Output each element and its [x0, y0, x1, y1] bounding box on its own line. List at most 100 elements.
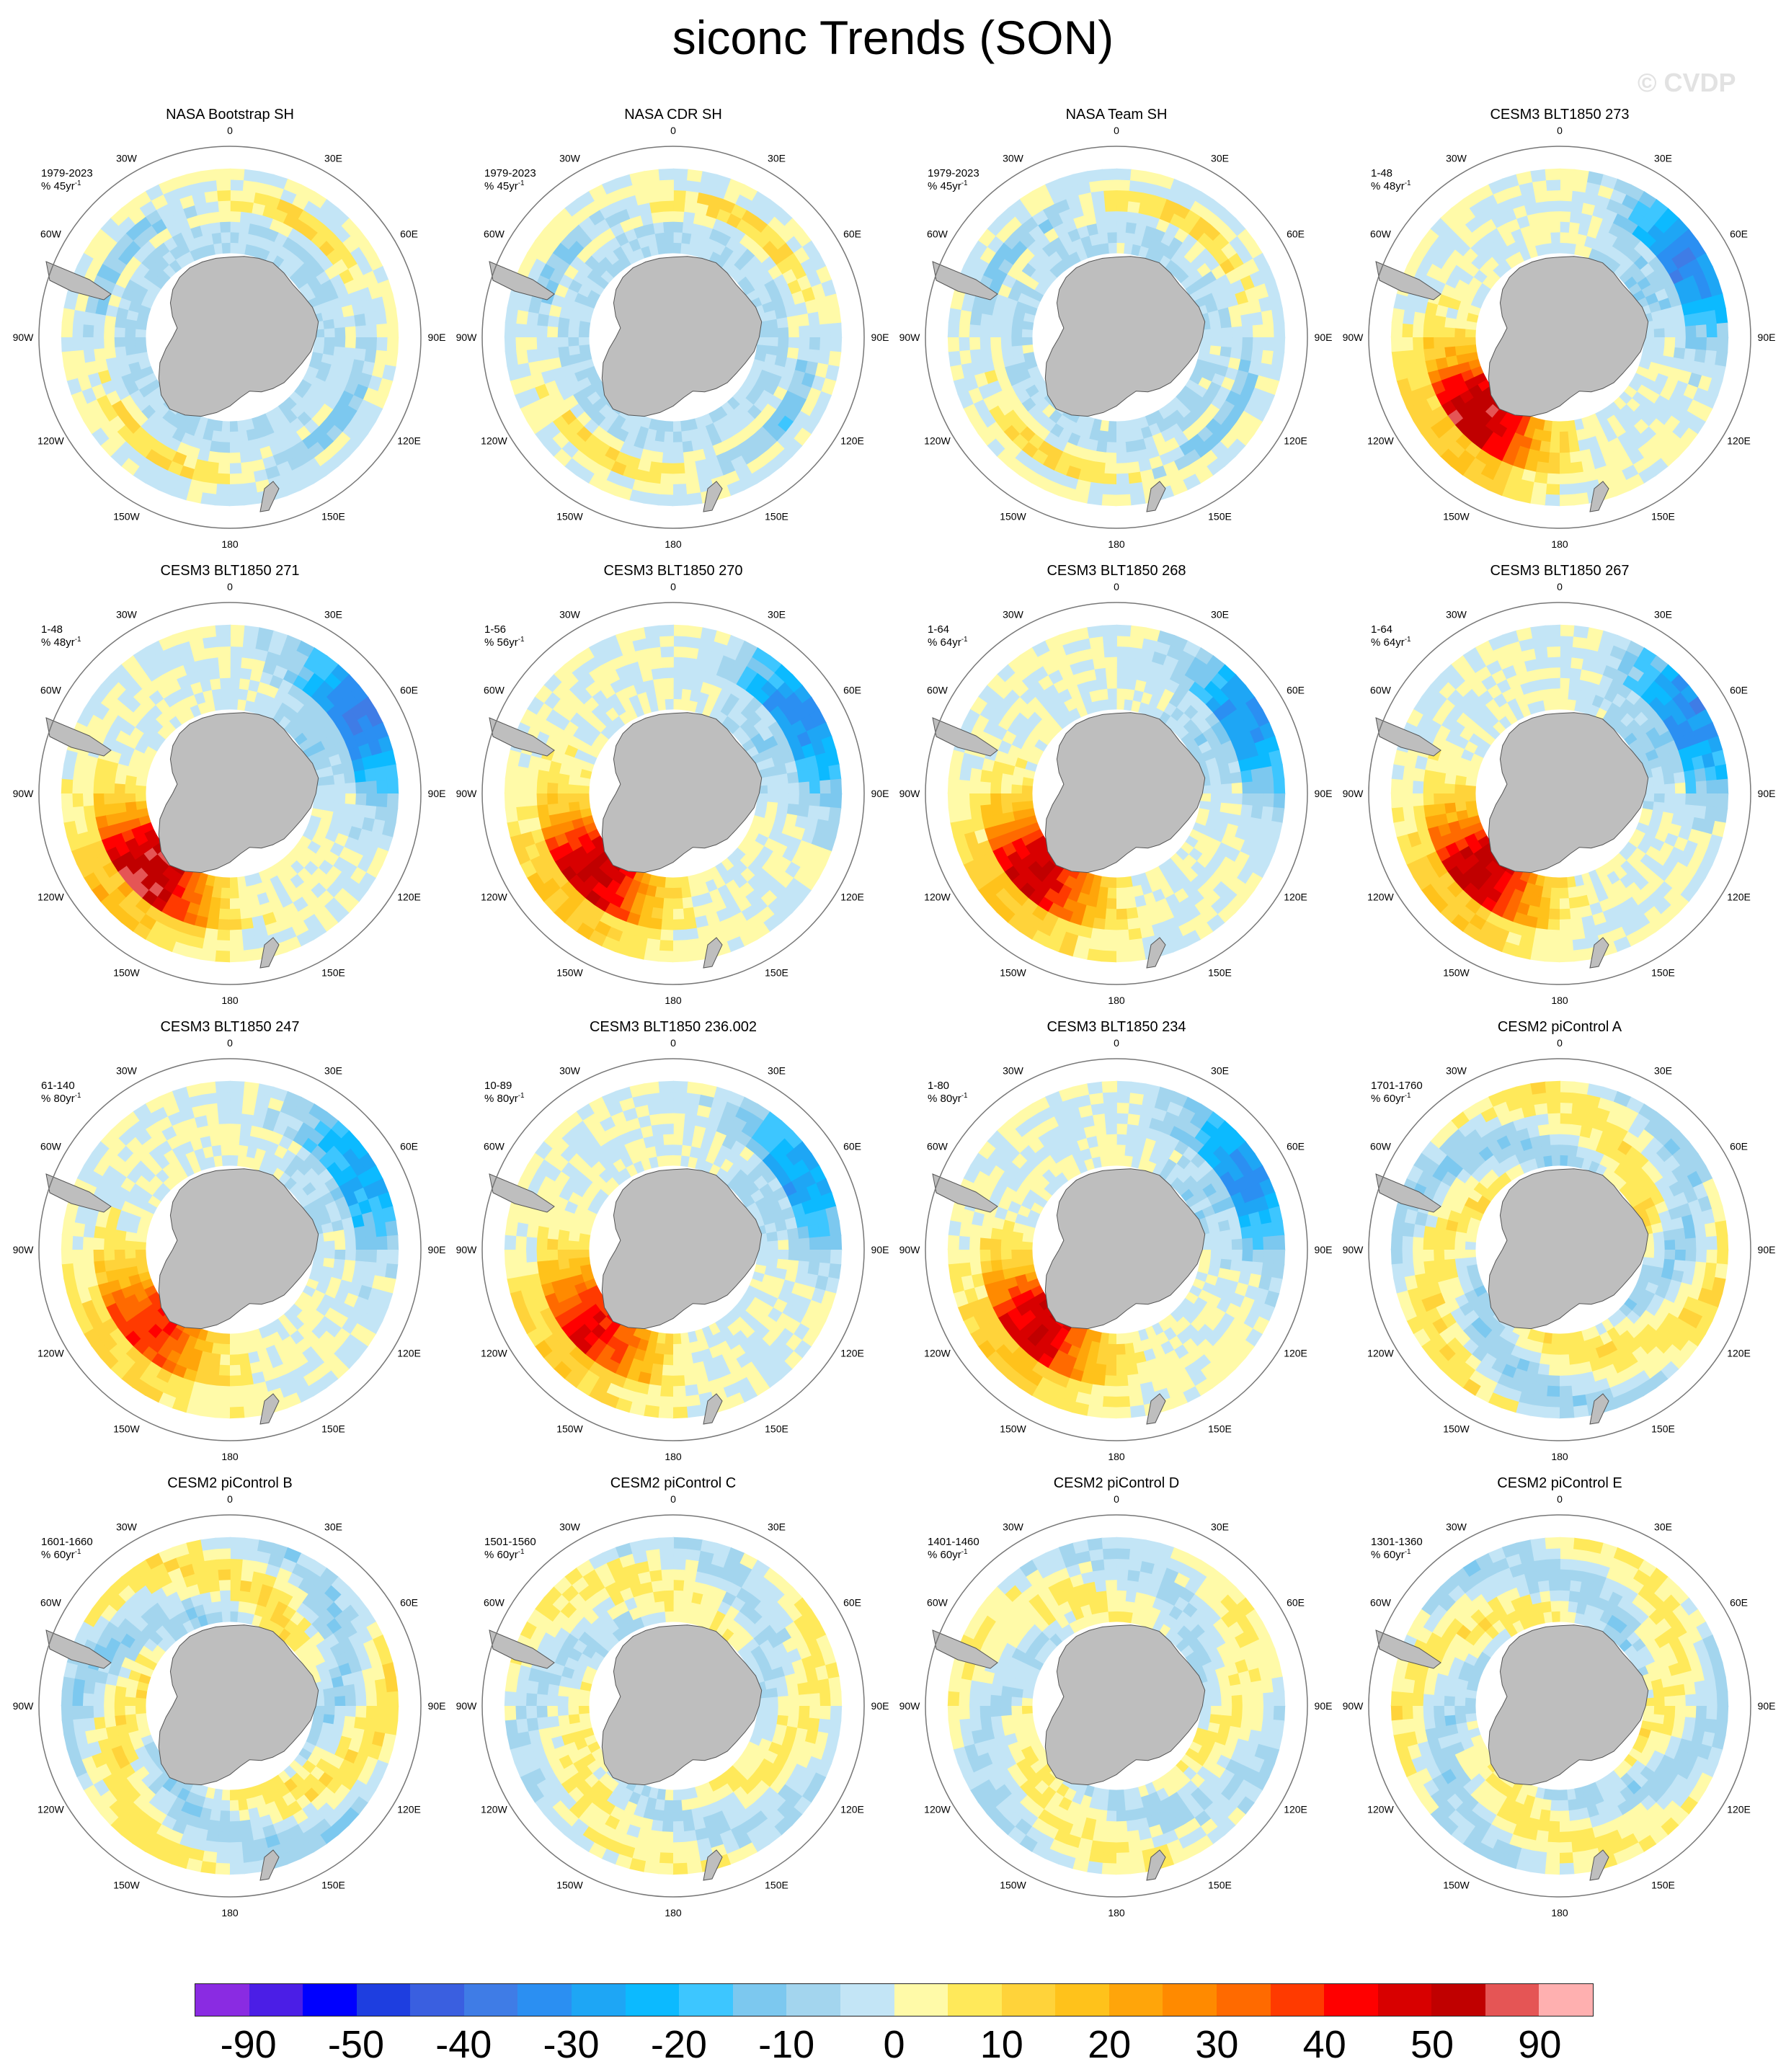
- longitude-label: 120E: [1284, 1804, 1307, 1815]
- south-america-tip: [45, 717, 112, 757]
- panel-title: CESM3 BLT1850 247: [160, 1019, 299, 1035]
- units-label: % 60yr-1: [41, 1548, 81, 1561]
- longitude-label: 30E: [324, 1064, 342, 1076]
- longitude-label: 90W: [1343, 1244, 1364, 1255]
- units-label: % 80yr-1: [41, 1092, 81, 1105]
- period-label: 1979-2023: [928, 167, 979, 179]
- colorbar-box: [1001, 1984, 1056, 2016]
- south-america-tip: [45, 1629, 112, 1669]
- longitude-label: 180: [665, 538, 682, 550]
- antarctica-landmass: [601, 1624, 763, 1786]
- longitude-label: 120W: [924, 1348, 951, 1359]
- colorbar-box: [1270, 1984, 1325, 2016]
- longitude-label: 120E: [1727, 435, 1751, 447]
- longitude-label: 30W: [559, 1064, 581, 1076]
- panel-title: NASA CDR SH: [624, 107, 722, 123]
- longitude-label: 120W: [1367, 892, 1394, 903]
- period-label: 1601-1660: [41, 1536, 93, 1548]
- map-panel: NASA CDR SH 1979-2023% 45yr-1 0 30E 60E 90E 12…: [456, 107, 889, 550]
- panel-title: CESM3 BLT1850 236.002: [590, 1019, 757, 1035]
- map-panel: CESM3 BLT1850 267 1-64% 64yr-1 0 30E 60E 90E 1…: [1343, 563, 1776, 1006]
- period-label: 1701-1760: [1371, 1080, 1423, 1092]
- colorbar-box: [1163, 1984, 1217, 2016]
- period-label: 1501-1560: [484, 1536, 536, 1548]
- colorbar-box: [1324, 1984, 1378, 2016]
- longitude-label: 0: [670, 581, 676, 592]
- longitude-label: 30E: [768, 1064, 786, 1076]
- colorbar-box: [1539, 1984, 1594, 2016]
- colorbar-box: [195, 1984, 249, 2016]
- longitude-label: 60W: [927, 1141, 948, 1152]
- antarctica-landmass: [1044, 712, 1206, 873]
- longitude-label: 60E: [400, 1141, 418, 1152]
- units-label: % 45yr-1: [928, 179, 968, 192]
- map-boundary: [481, 1058, 865, 1441]
- longitude-label: 150W: [1000, 1880, 1026, 1891]
- longitude-label: 150W: [556, 1423, 583, 1435]
- longitude-label: 180: [1551, 995, 1568, 1006]
- longitude-label: 150E: [1208, 511, 1232, 523]
- longitude-label: 90E: [871, 788, 889, 799]
- longitude-label: 120W: [37, 1348, 64, 1359]
- longitude-label: 60E: [1287, 1141, 1305, 1152]
- map-panel: CESM3 BLT1850 273 1-48% 48yr-1 0 30E 60E 90E 1…: [1343, 107, 1776, 550]
- longitude-label: 30E: [1654, 608, 1672, 620]
- map-panel: CESM3 BLT1850 247 61-140% 80yr-1 0 30E 60E 90…: [13, 1019, 446, 1462]
- colorbar-tick-label: -50: [328, 2022, 384, 2067]
- map-panel: CESM2 piControl D 1401-1460% 60yr-1 0 30E 60…: [899, 1475, 1333, 1918]
- longitude-label: 120E: [397, 435, 421, 447]
- sea-ice-trend-field: [504, 624, 843, 963]
- sea-ice-trend-field: [61, 624, 399, 963]
- panel-title: CESM2 piControl E: [1497, 1475, 1622, 1491]
- antarctica-landmass: [1044, 256, 1206, 417]
- longitude-label: 90W: [1343, 1700, 1364, 1712]
- longitude-label: 60E: [1730, 228, 1748, 240]
- longitude-label: 30E: [768, 1521, 786, 1532]
- period-label: 1979-2023: [41, 167, 93, 179]
- longitude-label: 150E: [765, 511, 788, 523]
- south-america-tip: [489, 717, 555, 757]
- map-boundary: [481, 146, 865, 529]
- period-label: 1401-1460: [928, 1536, 979, 1548]
- longitude-label: 90E: [428, 1700, 446, 1712]
- new-zealand: [259, 1849, 280, 1881]
- period-label: 1301-1360: [1371, 1536, 1423, 1548]
- longitude-label: 0: [1557, 581, 1563, 592]
- longitude-label: 90E: [428, 1244, 446, 1255]
- longitude-label: 30E: [324, 1521, 342, 1532]
- south-america-tip: [1375, 1173, 1441, 1213]
- longitude-label: 30E: [1211, 1064, 1229, 1076]
- longitude-label: 90E: [428, 788, 446, 799]
- sea-ice-trend-field: [947, 168, 1286, 507]
- south-america-tip: [932, 1629, 998, 1669]
- longitude-label: 90W: [1343, 332, 1364, 343]
- longitude-label: 30E: [1654, 1521, 1672, 1532]
- antarctica-landmass: [158, 256, 319, 417]
- antarctica-landmass: [1488, 256, 1649, 417]
- longitude-label: 0: [227, 1493, 233, 1505]
- antarctica-landmass: [1044, 1168, 1206, 1330]
- colorbar-box: [1216, 1984, 1271, 2016]
- longitude-label: 0: [1114, 581, 1119, 592]
- panel-title: CESM2 piControl B: [167, 1475, 292, 1491]
- longitude-label: 60E: [1287, 685, 1305, 696]
- south-america-tip: [489, 1173, 555, 1213]
- antarctica-landmass: [158, 1168, 319, 1330]
- map-boundary: [1368, 602, 1751, 985]
- units-label: % 48yr-1: [1371, 179, 1411, 192]
- sea-ice-trend-field: [1390, 168, 1729, 507]
- longitude-label: 180: [1551, 1907, 1568, 1918]
- longitude-label: 150W: [1443, 1423, 1470, 1435]
- map-panel: CESM3 BLT1850 234 1-80% 80yr-1 0 30E 60E 90E 1…: [899, 1019, 1333, 1462]
- longitude-label: 150E: [321, 967, 345, 979]
- panel-title: CESM3 BLT1850 270: [603, 563, 742, 579]
- longitude-label: 150W: [556, 967, 583, 979]
- longitude-label: 150E: [1208, 1423, 1232, 1435]
- longitude-label: 60E: [400, 1597, 418, 1609]
- longitude-label: 180: [221, 1907, 239, 1918]
- colorbar-tick-label: 50: [1410, 2022, 1454, 2067]
- longitude-label: 90W: [899, 1244, 921, 1255]
- longitude-label: 90E: [1315, 1700, 1333, 1712]
- units-label: % 64yr-1: [1371, 636, 1411, 649]
- longitude-label: 120E: [1727, 1804, 1751, 1815]
